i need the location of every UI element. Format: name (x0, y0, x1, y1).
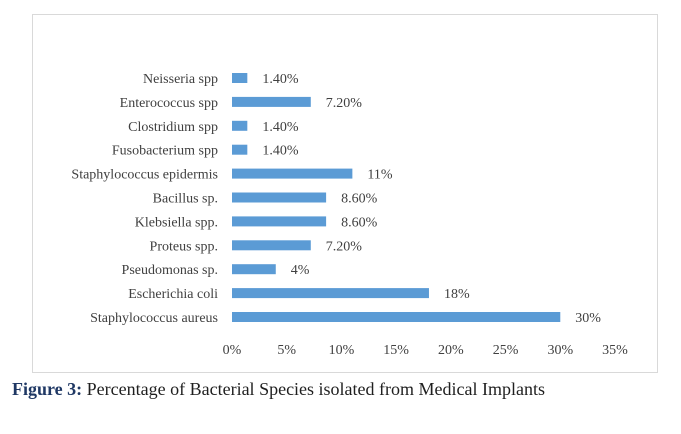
bar (232, 144, 248, 155)
data-label: 18% (444, 287, 470, 302)
bar (232, 216, 327, 227)
category-label: Staphylococcus aureus (90, 311, 218, 326)
data-label: 7.20% (326, 239, 363, 254)
category-label: Clostridium spp (128, 120, 218, 135)
value-labels: 1.40% 7.20% 1.40% 1.40% 11% 8.60% 8.60% 7.20% 4%… (262, 72, 601, 326)
bar (232, 96, 311, 107)
x-tick-label: 30% (547, 343, 573, 358)
data-label: 7.20% (326, 96, 363, 111)
category-label: Bacillus sp. (153, 192, 218, 207)
bar (232, 240, 311, 251)
figure-caption: Figure 3: Percentage of Bacterial Specie… (12, 378, 612, 400)
data-label: 1.40% (262, 120, 299, 135)
x-tick-label: 0% (223, 343, 242, 358)
bar-chart: Neisseria spp Enterococcus spp Clostridium… (71, 72, 629, 358)
data-label: 1.40% (262, 72, 299, 87)
category-labels: Neisseria spp Enterococcus spp Clostridium… (71, 72, 218, 326)
bar (232, 73, 248, 83)
category-label: Klebsiella spp. (135, 215, 218, 230)
bars-layer (232, 73, 561, 322)
x-axis-ticks: 0% 5% 10% 15% 20% 25% 30% 35% (223, 343, 629, 358)
bar (232, 312, 561, 322)
category-label: Staphylococcus epidermis (71, 168, 218, 183)
caption-label: Figure 3: (12, 379, 83, 399)
data-label: 4% (291, 263, 310, 278)
category-label: Pseudomonas sp. (122, 263, 218, 278)
x-tick-label: 20% (438, 343, 464, 358)
bar (232, 288, 429, 299)
category-label: Escherichia coli (128, 287, 218, 302)
bar (232, 264, 276, 275)
x-tick-label: 5% (277, 343, 296, 358)
x-tick-label: 10% (329, 343, 355, 358)
category-label: Enterococcus spp (120, 96, 218, 111)
x-tick-label: 15% (383, 343, 409, 358)
category-label: Neisseria spp (143, 72, 218, 87)
data-label: 11% (367, 168, 392, 183)
data-label: 8.60% (341, 215, 378, 230)
bar (232, 120, 248, 131)
caption-text: Percentage of Bacterial Species isolated… (82, 379, 545, 399)
x-tick-label: 35% (602, 343, 628, 358)
x-tick-label: 25% (493, 343, 519, 358)
bar (232, 192, 327, 203)
data-label: 30% (575, 311, 601, 326)
category-label: Proteus spp. (150, 239, 218, 254)
data-label: 1.40% (262, 144, 299, 159)
bar (232, 168, 353, 179)
data-label: 8.60% (341, 192, 378, 207)
category-label: Fusobacterium spp (112, 144, 218, 159)
